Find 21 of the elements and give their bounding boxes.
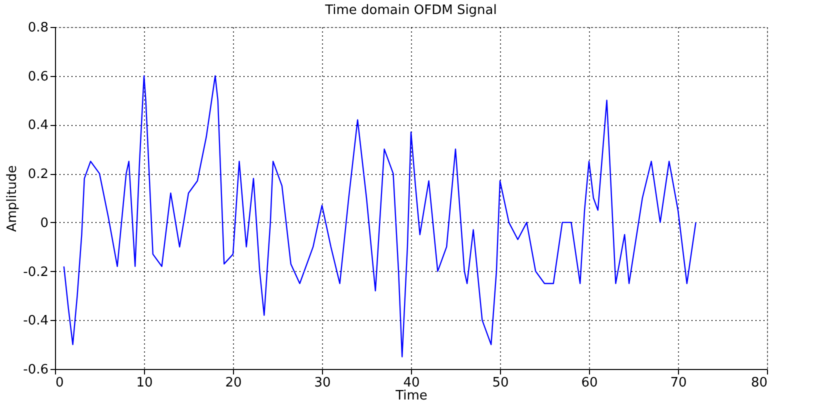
line-series (63, 75, 696, 358)
x-tick-label: 20 (225, 376, 242, 390)
y-tick-label: 0.6 (28, 69, 48, 84)
y-tick-label: -0.2 (23, 264, 48, 280)
y-axis-title: Amplitude (5, 165, 20, 232)
y-tick-label: 0 (40, 216, 48, 231)
chart-title: Time domain OFDM Signal (324, 3, 497, 18)
x-axis-title: Time (394, 388, 428, 404)
x-tick-label: 80 (750, 376, 768, 390)
x-tick-label: 0 (56, 376, 64, 390)
y-tick-label: 0.8 (28, 20, 48, 36)
x-tick-label: 50 (492, 376, 509, 390)
x-tick-label: 40 (403, 376, 420, 390)
x-tick-label: 10 (136, 376, 153, 390)
x-tick-label: 70 (670, 376, 687, 390)
y-tick-label: -0.4 (23, 314, 48, 329)
y-tick-label: 0.4 (28, 118, 48, 134)
x-tick-label: 30 (314, 376, 331, 390)
y-tick-label: -0.6 (23, 362, 48, 378)
x-tick-label: 60 (581, 376, 598, 390)
y-tick-label: 0.2 (28, 167, 48, 182)
